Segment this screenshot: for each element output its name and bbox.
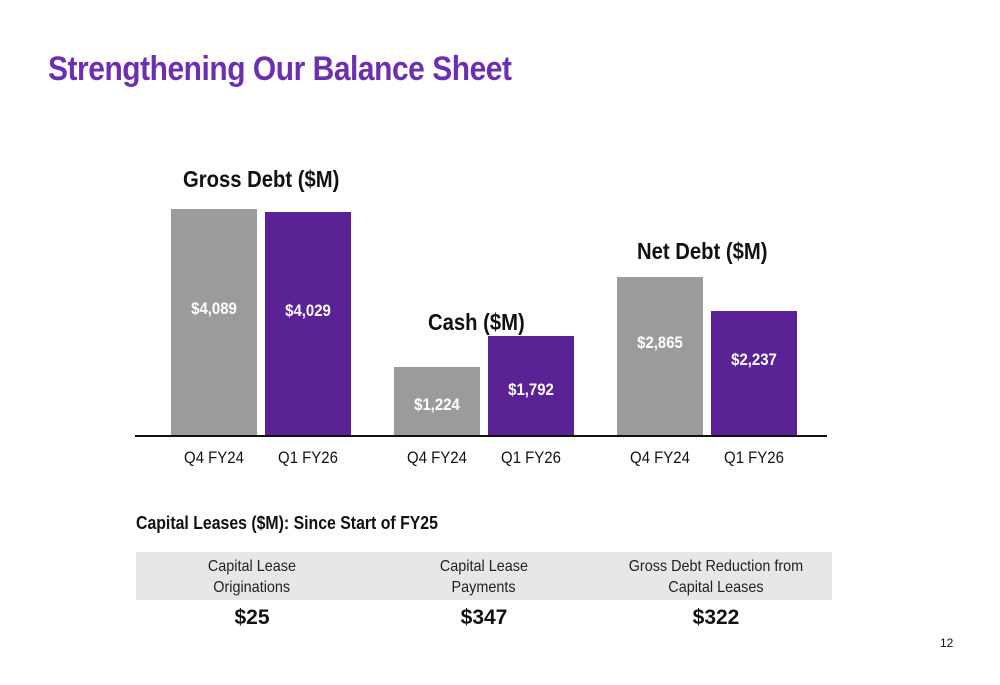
gross-debt-bar-q4-fy24 xyxy=(171,209,257,435)
cash-tick-label-q4-fy24: Q4 FY24 xyxy=(407,448,467,467)
net-debt-value-label-q4-fy24: $2,865 xyxy=(637,332,683,352)
net-debt-tick-label-q4-fy24: Q4 FY24 xyxy=(630,448,690,467)
page-number: 12 xyxy=(940,636,954,650)
cash-title: Cash ($M) xyxy=(428,309,525,335)
net-debt-bar-q1-fy26 xyxy=(711,311,797,435)
net-debt-bar-q4-fy24 xyxy=(617,276,703,435)
gross-debt-value-label-q4-fy24: $4,089 xyxy=(191,299,237,319)
lease-reduction-value: $322 xyxy=(692,606,740,629)
capital-leases-header-band xyxy=(136,552,832,600)
lease-col-reduction-line2: Capital Leases xyxy=(668,579,764,596)
lease-col-payments-header: Capital Lease Payments xyxy=(368,556,600,598)
net-debt-title: Net Debt ($M) xyxy=(637,238,768,264)
net-debt-tick-label-q1-fy26: Q1 FY26 xyxy=(724,448,784,467)
lease-originations-value: $25 xyxy=(234,606,270,629)
cash-value-label-q4-fy24: $1,224 xyxy=(414,395,460,415)
lease-col-reduction-line1: Gross Debt Reduction from xyxy=(628,558,804,575)
x-axis-line xyxy=(135,435,827,437)
cash-bar-q4-fy24 xyxy=(394,367,480,435)
gross-debt-tick-label-q1-fy26: Q1 FY26 xyxy=(278,448,338,467)
lease-col-payments-line1: Capital Lease xyxy=(439,558,529,575)
gross-debt-title: Gross Debt ($M) xyxy=(183,166,340,192)
cash-tick-label-q1-fy26: Q1 FY26 xyxy=(501,448,561,467)
lease-col-originations-line1: Capital Lease xyxy=(207,558,297,575)
capital-leases-heading: Capital Leases ($M): Since Start of FY25 xyxy=(136,513,438,533)
net-debt-value-label-q1-fy26: $2,237 xyxy=(731,350,777,370)
page-title: Strengthening Our Balance Sheet xyxy=(48,50,512,88)
cash-bar-q1-fy26 xyxy=(488,336,574,435)
gross-debt-bar-q1-fy26 xyxy=(265,212,351,435)
gross-debt-tick-label-q4-fy24: Q4 FY24 xyxy=(184,448,244,467)
lease-col-originations-line2: Originations xyxy=(213,579,291,596)
lease-col-payments-line2: Payments xyxy=(451,579,517,596)
gross-debt-value-label-q1-fy26: $4,029 xyxy=(285,300,331,320)
lease-col-originations-header: Capital Lease Originations xyxy=(136,556,368,598)
lease-payments-value: $347 xyxy=(460,606,508,629)
lease-col-reduction-header: Gross Debt Reduction from Capital Leases xyxy=(600,556,832,598)
cash-value-label-q1-fy26: $1,792 xyxy=(508,379,554,399)
